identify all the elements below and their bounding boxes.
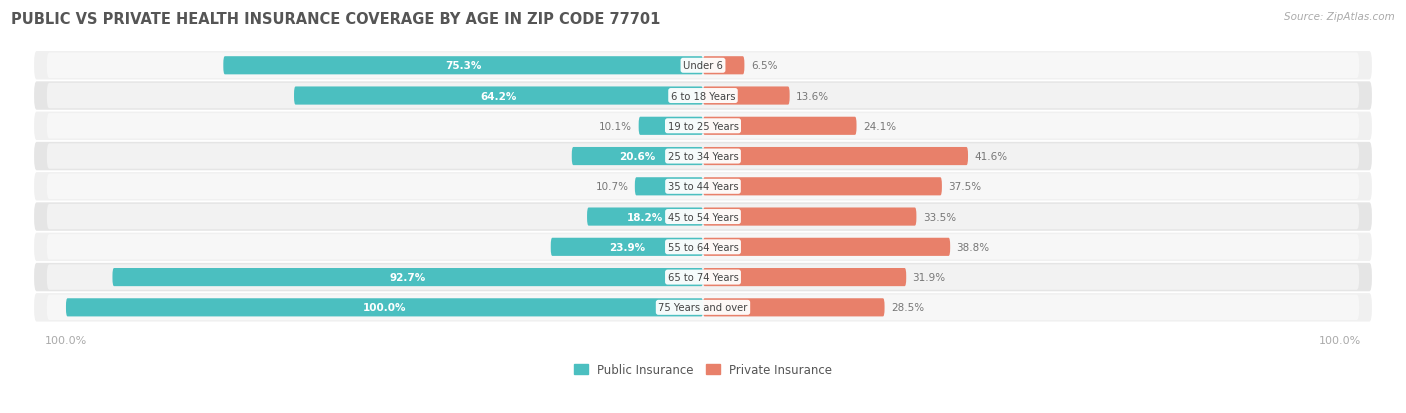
FancyBboxPatch shape — [34, 142, 1372, 171]
Text: 38.8%: 38.8% — [956, 242, 990, 252]
FancyBboxPatch shape — [294, 87, 703, 105]
Legend: Public Insurance, Private Insurance: Public Insurance, Private Insurance — [569, 358, 837, 381]
FancyBboxPatch shape — [34, 263, 1372, 292]
FancyBboxPatch shape — [46, 53, 1360, 79]
FancyBboxPatch shape — [703, 238, 950, 256]
FancyBboxPatch shape — [46, 235, 1360, 260]
Text: 35 to 44 Years: 35 to 44 Years — [668, 182, 738, 192]
FancyBboxPatch shape — [551, 238, 703, 256]
Text: 31.9%: 31.9% — [912, 273, 946, 282]
FancyBboxPatch shape — [703, 57, 744, 75]
FancyBboxPatch shape — [112, 268, 703, 287]
Text: 23.9%: 23.9% — [609, 242, 645, 252]
Text: 20.6%: 20.6% — [619, 152, 655, 161]
Text: 37.5%: 37.5% — [948, 182, 981, 192]
FancyBboxPatch shape — [34, 112, 1372, 141]
FancyBboxPatch shape — [34, 173, 1372, 201]
Text: Source: ZipAtlas.com: Source: ZipAtlas.com — [1284, 12, 1395, 22]
FancyBboxPatch shape — [636, 178, 703, 196]
FancyBboxPatch shape — [588, 208, 703, 226]
Text: 6.5%: 6.5% — [751, 61, 778, 71]
FancyBboxPatch shape — [34, 82, 1372, 111]
FancyBboxPatch shape — [703, 208, 917, 226]
Text: 10.7%: 10.7% — [596, 182, 628, 192]
FancyBboxPatch shape — [46, 204, 1360, 230]
FancyBboxPatch shape — [34, 203, 1372, 231]
Text: 55 to 64 Years: 55 to 64 Years — [668, 242, 738, 252]
Text: 64.2%: 64.2% — [481, 91, 516, 101]
Text: 75 Years and over: 75 Years and over — [658, 303, 748, 313]
FancyBboxPatch shape — [46, 265, 1360, 290]
Text: 25 to 34 Years: 25 to 34 Years — [668, 152, 738, 161]
FancyBboxPatch shape — [703, 87, 790, 105]
Text: Under 6: Under 6 — [683, 61, 723, 71]
Text: 10.1%: 10.1% — [599, 121, 633, 131]
FancyBboxPatch shape — [703, 178, 942, 196]
FancyBboxPatch shape — [34, 52, 1372, 80]
FancyBboxPatch shape — [703, 147, 967, 166]
Text: 13.6%: 13.6% — [796, 91, 830, 101]
Text: 45 to 54 Years: 45 to 54 Years — [668, 212, 738, 222]
FancyBboxPatch shape — [572, 147, 703, 166]
Text: 65 to 74 Years: 65 to 74 Years — [668, 273, 738, 282]
FancyBboxPatch shape — [34, 293, 1372, 322]
FancyBboxPatch shape — [66, 299, 703, 317]
FancyBboxPatch shape — [703, 117, 856, 135]
FancyBboxPatch shape — [638, 117, 703, 135]
FancyBboxPatch shape — [46, 174, 1360, 199]
FancyBboxPatch shape — [703, 268, 907, 287]
Text: 18.2%: 18.2% — [627, 212, 664, 222]
FancyBboxPatch shape — [46, 144, 1360, 169]
FancyBboxPatch shape — [224, 57, 703, 75]
Text: 92.7%: 92.7% — [389, 273, 426, 282]
Text: PUBLIC VS PRIVATE HEALTH INSURANCE COVERAGE BY AGE IN ZIP CODE 77701: PUBLIC VS PRIVATE HEALTH INSURANCE COVER… — [11, 12, 661, 27]
Text: 28.5%: 28.5% — [891, 303, 924, 313]
Text: 33.5%: 33.5% — [922, 212, 956, 222]
FancyBboxPatch shape — [703, 299, 884, 317]
Text: 100.0%: 100.0% — [363, 303, 406, 313]
FancyBboxPatch shape — [46, 295, 1360, 320]
Text: 75.3%: 75.3% — [444, 61, 481, 71]
FancyBboxPatch shape — [46, 83, 1360, 109]
FancyBboxPatch shape — [46, 114, 1360, 139]
Text: 19 to 25 Years: 19 to 25 Years — [668, 121, 738, 131]
Text: 41.6%: 41.6% — [974, 152, 1008, 161]
Text: 24.1%: 24.1% — [863, 121, 896, 131]
Text: 6 to 18 Years: 6 to 18 Years — [671, 91, 735, 101]
FancyBboxPatch shape — [34, 233, 1372, 261]
